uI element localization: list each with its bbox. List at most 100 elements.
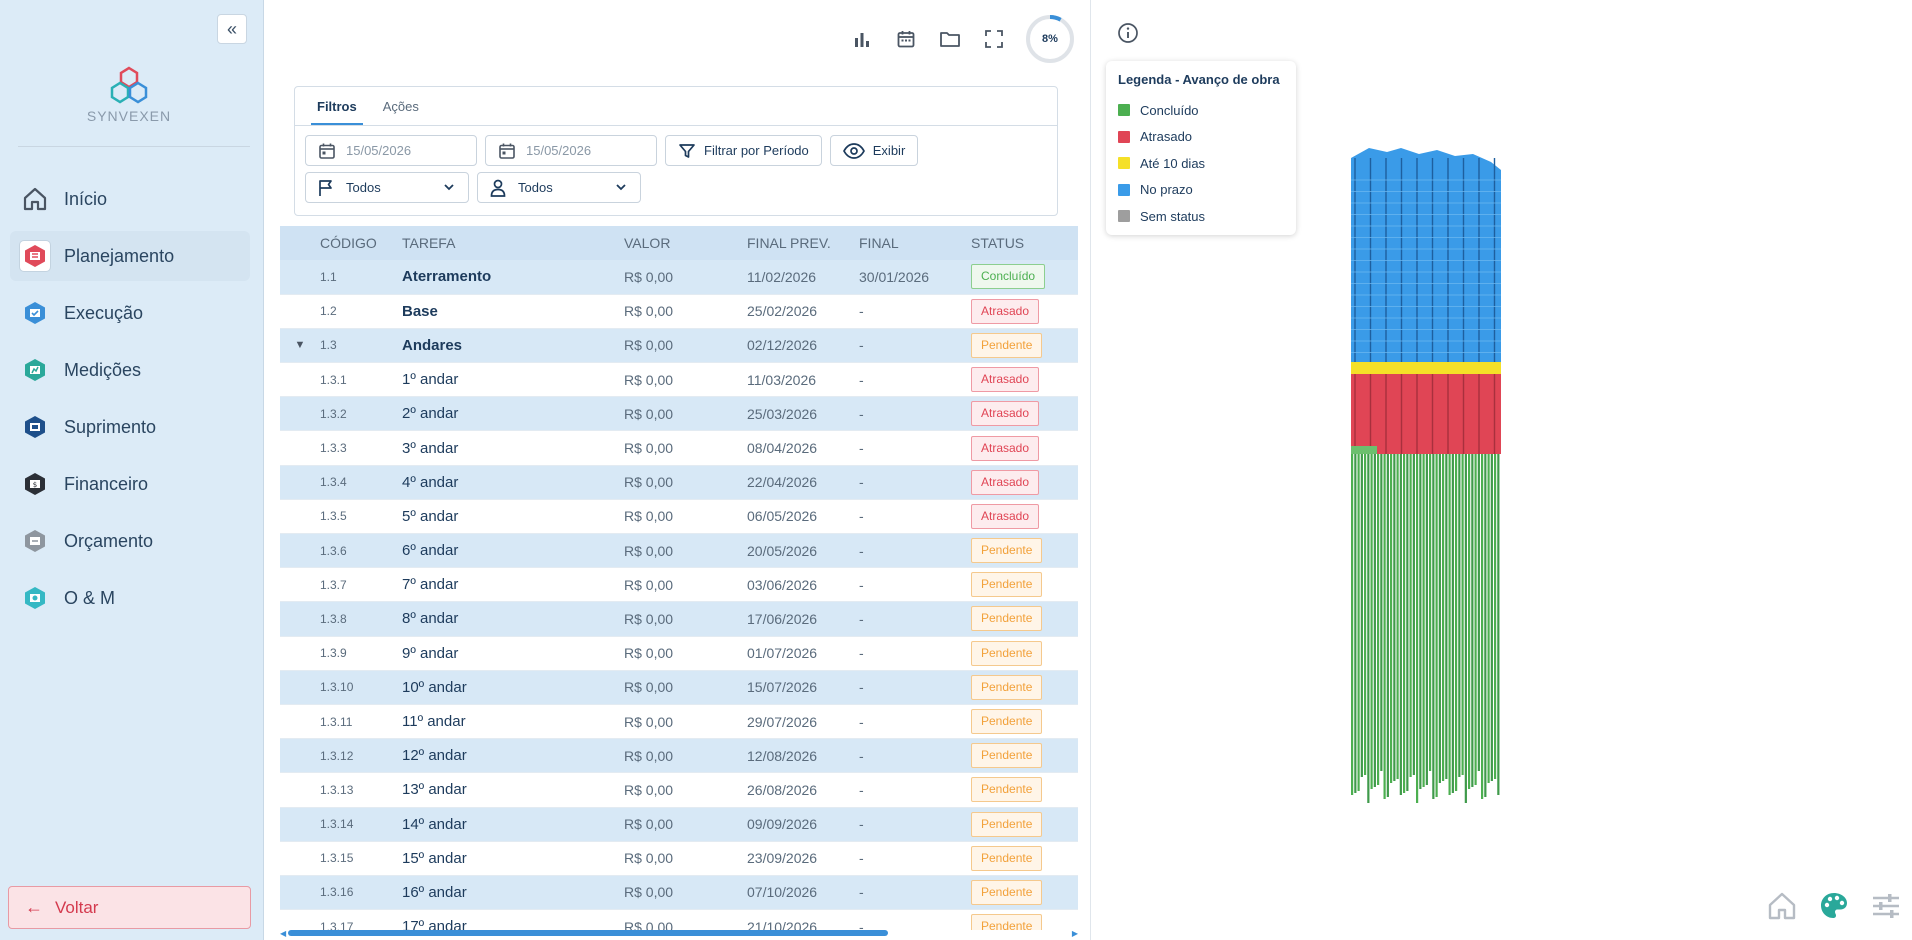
flag-select[interactable]: Todos [305, 172, 469, 203]
calendar-icon[interactable] [884, 19, 928, 59]
flag-icon [318, 179, 334, 197]
table-row[interactable]: 1.3.2 2º andar R$ 0,00 25/03/2026- Atrasado [280, 396, 1078, 432]
table-row[interactable]: 1.3.9 9º andar R$ 0,00 01/07/2026- Pendente [280, 636, 1078, 671]
settings-sliders-icon[interactable] [1860, 886, 1912, 926]
scroll-right-icon[interactable]: ▶ [1071, 929, 1078, 938]
home-view-icon[interactable] [1756, 886, 1808, 926]
header-end[interactable]: FINAL [859, 226, 971, 260]
scrollbar-thumb[interactable] [288, 930, 888, 936]
sidebar-item-planejamento[interactable]: Planejamento [10, 231, 250, 281]
info-icon[interactable] [1117, 22, 1139, 44]
sidebar-item-financeiro[interactable]: $ Financeiro [10, 459, 250, 509]
table-row[interactable]: 1.3.14 14º andar R$ 0,00 09/09/2026- Pendent… [280, 807, 1078, 842]
user-select[interactable]: Todos [477, 172, 641, 203]
palette-icon[interactable] [1808, 886, 1860, 926]
table-row[interactable]: 1.3.8 8º andar R$ 0,00 17/06/2026- Pendente [280, 601, 1078, 637]
building-pile [1487, 450, 1490, 783]
cell-code: 1.3.14 [320, 807, 402, 842]
table-row[interactable]: 1.3.7 7º andar R$ 0,00 03/06/2026- Pendente [280, 567, 1078, 603]
table-row[interactable]: 1.3.3 3º andar R$ 0,00 08/04/2026- Atrasado [280, 430, 1078, 466]
building-pile [1390, 450, 1393, 783]
sidebar-item-medicoes[interactable]: Medições [10, 345, 250, 395]
filter-period-button[interactable]: Filtrar por Período [665, 135, 822, 166]
sidebar-item-label: Suprimento [64, 416, 157, 437]
sidebar-item-inicio[interactable]: Início [10, 174, 250, 224]
table-row[interactable]: ▼ 1.3 Andares R$ 0,00 02/12/2026- Pendente [280, 328, 1078, 364]
row-spacer [280, 499, 320, 535]
scroll-left-icon[interactable]: ◀ [280, 929, 287, 938]
row-spacer [280, 841, 320, 876]
building-piles [1351, 450, 1500, 803]
budget-icon [20, 526, 50, 556]
table-row[interactable]: 1.1 Aterramento R$ 0,00 11/02/2026 30/01/202… [280, 260, 1078, 295]
legend-swatch [1118, 104, 1130, 117]
building-model[interactable] [1341, 140, 1511, 820]
building-pile [1464, 450, 1467, 803]
legend-item-sem-status: Sem status [1118, 203, 1284, 230]
building-pile [1399, 450, 1402, 795]
table-row[interactable]: 1.3.15 15º andar R$ 0,00 23/09/2026- Pendent… [280, 841, 1078, 876]
cell-task: 5º andar [402, 499, 624, 535]
table-body: 1.1 Aterramento R$ 0,00 11/02/2026 30/01/202… [280, 260, 1078, 930]
table-row[interactable]: 1.3.13 13º andar R$ 0,00 26/08/2026- Pendent… [280, 772, 1078, 808]
cell-value: R$ 0,00 [624, 260, 747, 295]
status-badge: Pendente [971, 538, 1043, 564]
sidebar-item-suprimento[interactable]: Suprimento [10, 402, 250, 452]
table-row[interactable]: 1.3.1 1º andar R$ 0,00 11/03/2026- Atrasado [280, 362, 1078, 398]
status-badge: Pendente [971, 879, 1043, 905]
show-button[interactable]: Exibir [829, 135, 919, 166]
tab-filtros[interactable]: Filtros [311, 87, 363, 125]
table-row[interactable]: 1.3.12 12º andar R$ 0,00 12/08/2026- Pendent… [280, 738, 1078, 774]
row-spacer [280, 704, 320, 740]
row-spacer [280, 567, 320, 603]
building-pile [1364, 450, 1367, 775]
collapse-sidebar-button[interactable]: « [217, 14, 247, 44]
folder-icon[interactable] [928, 19, 972, 59]
building-pile [1458, 450, 1461, 777]
cell-end: - [859, 533, 971, 569]
row-spacer [280, 601, 320, 637]
caret-down-icon[interactable]: ▼ [280, 328, 320, 364]
cell-status: Pendente [971, 772, 1078, 808]
sidebar-item-execucao[interactable]: Execução [10, 288, 250, 338]
header-value[interactable]: VALOR [624, 226, 747, 260]
table-row[interactable]: 1.2 Base R$ 0,00 25/02/2026- Atrasado [280, 294, 1078, 329]
row-spacer [280, 738, 320, 774]
cell-status: Atrasado [971, 362, 1078, 398]
cell-code: 1.3.3 [320, 430, 402, 466]
sidebar-item-om[interactable]: O & M [10, 573, 250, 623]
chevron-down-icon [442, 180, 456, 194]
building-pile [1468, 450, 1471, 789]
building-pile [1435, 450, 1438, 797]
header-code[interactable]: CÓDIGO [320, 226, 402, 260]
date-start-input[interactable]: 15/05/2026 [305, 135, 477, 166]
back-button-label: Voltar [55, 897, 99, 917]
cell-status: Atrasado [971, 396, 1078, 432]
building-blue-lines [1351, 158, 1501, 362]
header-planned-end[interactable]: FINAL PREV. [747, 226, 859, 260]
fullscreen-icon[interactable] [972, 19, 1016, 59]
horizontal-scrollbar[interactable]: ◀ ▶ [280, 928, 1078, 938]
model-viewer[interactable]: Legenda - Avanço de obra Concluído Atras… [1090, 0, 1912, 940]
cell-code: 1.3.17 [320, 909, 402, 930]
table-row[interactable]: 1.3.17 17º andar R$ 0,00 21/10/2026- Pendent… [280, 909, 1078, 930]
cell-value: R$ 0,00 [624, 601, 747, 637]
header-task[interactable]: TAREFA [402, 226, 624, 260]
cell-value: R$ 0,00 [624, 909, 747, 930]
table-row[interactable]: 1.3.4 4º andar R$ 0,00 22/04/2026- Atrasado [280, 465, 1078, 500]
chart-icon[interactable] [840, 19, 884, 59]
table-row[interactable]: 1.3.6 6º andar R$ 0,00 20/05/2026- Pendente [280, 533, 1078, 569]
status-badge: Pendente [971, 743, 1043, 769]
cell-task: 3º andar [402, 430, 624, 466]
sidebar-item-orcamento[interactable]: Orçamento [10, 516, 250, 566]
date-end-input[interactable]: 15/05/2026 [485, 135, 657, 166]
tab-acoes[interactable]: Ações [382, 99, 419, 114]
building-pile [1438, 450, 1441, 783]
header-status[interactable]: STATUS [971, 226, 1078, 260]
table-row[interactable]: 1.3.10 10º andar R$ 0,00 15/07/2026- Pendent… [280, 670, 1078, 705]
table-row[interactable]: 1.3.5 5º andar R$ 0,00 06/05/2026- Atrasado [280, 499, 1078, 535]
table-row[interactable]: 1.3.11 11º andar R$ 0,00 29/07/2026- Pendent… [280, 704, 1078, 740]
table-row[interactable]: 1.3.16 16º andar R$ 0,00 07/10/2026- Pendent… [280, 875, 1078, 911]
calendar-icon [498, 142, 516, 160]
back-button[interactable]: ← Voltar [8, 886, 251, 929]
